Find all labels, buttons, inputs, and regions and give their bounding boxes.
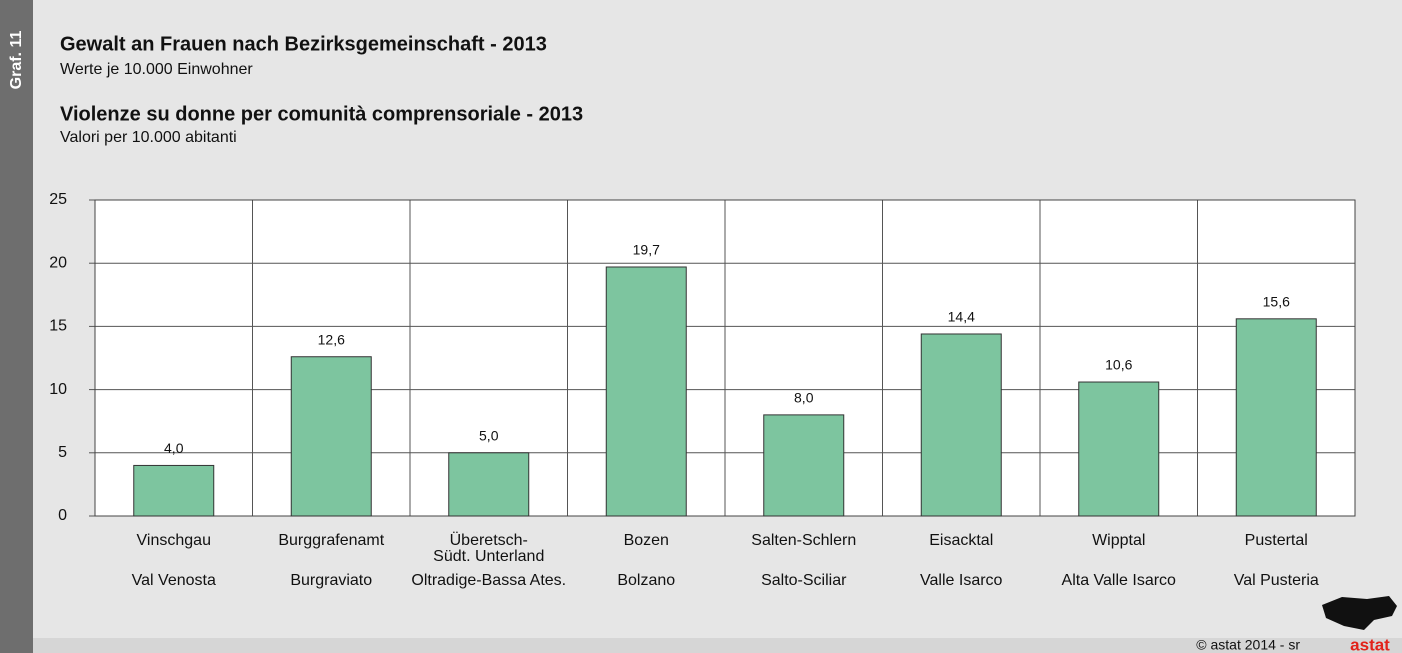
- chart-title: Gewalt an Frauen nach Bezirksgemeinschaf…: [60, 33, 547, 55]
- y-tick-label: 20: [49, 254, 67, 271]
- bar: [763, 414, 845, 517]
- side-strip: [0, 0, 33, 653]
- bar: [133, 464, 215, 517]
- x-tick-label: Pustertal: [1245, 532, 1308, 549]
- logo-map: [1322, 596, 1397, 630]
- plot-frame: [94, 199, 1356, 517]
- y-tick-label: 10: [49, 381, 67, 398]
- value-label: 8,0: [794, 390, 814, 406]
- chart-subtitle: Werte je 10.000 Einwohner: [60, 61, 253, 78]
- x-tick-label-it: Val Venosta: [132, 572, 216, 589]
- bar: [920, 333, 1002, 517]
- x-tick-label: Südt. Unterland: [433, 548, 544, 565]
- bar: [448, 452, 530, 517]
- x-tick-label: Wipptal: [1092, 532, 1145, 549]
- value-label: 14,4: [948, 309, 975, 325]
- y-tick-label: 25: [49, 191, 67, 208]
- footer-strip: [33, 638, 1402, 653]
- y-tick-label: 0: [58, 507, 67, 524]
- x-tick-label: Salten-Schlern: [751, 532, 856, 549]
- y-tick-label: 15: [49, 318, 67, 335]
- bar: [290, 356, 372, 517]
- x-tick-label-it: Bolzano: [617, 572, 675, 589]
- x-tick-label-it: Val Pusteria: [1234, 572, 1319, 589]
- x-tick-label: Burggrafenamt: [278, 532, 384, 549]
- x-tick-label-it: Valle Isarco: [920, 572, 1003, 589]
- x-tick-label: Überetsch-: [450, 531, 528, 549]
- x-tick-label: Eisacktal: [929, 532, 993, 549]
- bar: [1235, 318, 1317, 517]
- value-label: 10,6: [1105, 357, 1132, 373]
- value-label: 12,6: [318, 331, 345, 347]
- chart-subtitle-it: Valori per 10.000 abitanti: [60, 129, 237, 146]
- y-tick-label: 5: [58, 444, 67, 461]
- value-label: 4,0: [164, 440, 184, 456]
- x-tick-label: Bozen: [624, 532, 669, 549]
- side-label: Graf. 11: [8, 31, 25, 90]
- x-tick-label: Vinschgau: [137, 532, 211, 549]
- value-label: 19,7: [633, 242, 660, 258]
- bar: [1078, 381, 1160, 517]
- footer-logo: astat: [1350, 635, 1390, 653]
- x-tick-label-it: Salto-Sciliar: [761, 572, 847, 589]
- value-label: 5,0: [479, 428, 499, 444]
- x-tick-label-it: Oltradige-Bassa Ates.: [411, 572, 566, 589]
- x-tick-label-it: Alta Valle Isarco: [1062, 572, 1177, 589]
- bar: [605, 266, 687, 517]
- chart-title-it: Violenze su donne per comunità comprenso…: [60, 103, 583, 125]
- value-label: 15,6: [1263, 294, 1290, 310]
- footer-credit: © astat 2014 - sr: [1196, 637, 1300, 653]
- x-tick-label-it: Burgraviato: [290, 572, 372, 589]
